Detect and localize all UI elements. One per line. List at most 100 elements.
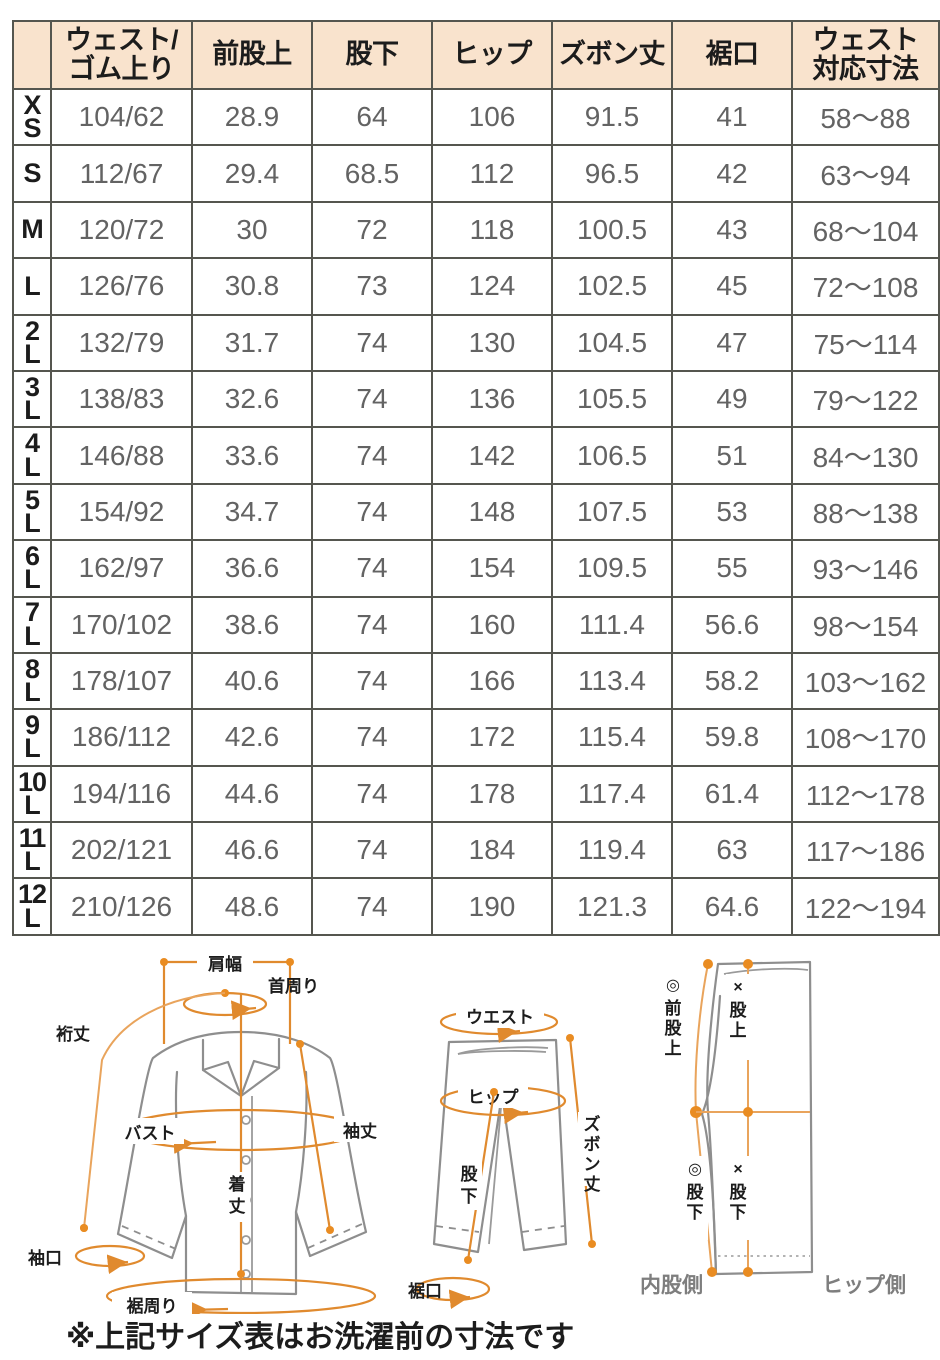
table-row: 5 L 154/92 34.7 74 148 107.5 53 88〜138 (12, 482, 940, 542)
cell-hip: 148 (431, 482, 553, 542)
rise-label-front-rise-c2: 股 (665, 1019, 683, 1038)
cell-inseam: 72 (311, 200, 433, 260)
cell-hip: 142 (431, 426, 553, 485)
cell-waist: 170/102 (50, 595, 193, 654)
cell-pants-length: 109.5 (551, 539, 673, 598)
cell-inseam: 73 (311, 257, 433, 316)
column-header-hem-line1: 裾口 (705, 39, 760, 70)
shirt-label-neck: 首周り (268, 976, 319, 996)
size-label-top: 6 (24, 541, 40, 572)
size-label-cell: 11 L (12, 821, 52, 880)
column-header-inseam: 股下 (311, 20, 433, 90)
table-row: 12 L 210/126 48.6 74 190 121.3 64.6 122〜194 (12, 877, 940, 936)
cell-waist: 126/76 (50, 257, 193, 316)
cell-waist-fit: 93〜146 (791, 539, 940, 598)
cell-pants-length: 105.5 (551, 369, 673, 429)
table-row: M 120/72 30 72 118 100.5 43 68〜104 (12, 200, 940, 260)
size-label-bottom: L (24, 789, 41, 820)
size-label-cell: L (12, 257, 52, 316)
table-row: S 112/67 29.4 68.5 112 96.5 42 63〜94 (12, 144, 940, 203)
cell-front-rise: 42.6 (191, 708, 313, 767)
cell-hem: 51 (671, 426, 793, 485)
size-label-bottom: L (24, 733, 41, 764)
size-label-bottom: L (24, 564, 41, 595)
cell-inseam: 74 (311, 595, 433, 654)
cell-waist-fit: 117〜186 (791, 821, 940, 880)
cell-front-rise: 40.6 (191, 651, 313, 711)
table-row: 7 L 170/102 38.6 74 160 111.4 56.6 98〜154 (12, 595, 940, 654)
cell-hip: 136 (431, 369, 553, 429)
cell-waist-fit: 103〜162 (791, 651, 940, 711)
cell-inseam: 74 (311, 369, 433, 429)
cell-front-rise: 30 (191, 200, 313, 260)
cell-pants-length: 107.5 (551, 482, 673, 542)
cell-pants-length: 119.4 (551, 821, 673, 880)
size-label-top: 12 (17, 879, 47, 910)
size-label-bottom: L (24, 507, 41, 538)
column-header-waist-line1: ウェスト/ (64, 24, 179, 55)
cell-hem: 58.2 (671, 651, 793, 711)
size-label-bottom: L (24, 846, 41, 877)
cell-hip: 130 (431, 313, 553, 372)
cell-waist-fit: 63〜94 (791, 144, 940, 203)
size-label-top: 11 (18, 823, 47, 854)
cell-front-rise: 31.7 (191, 313, 313, 372)
table-row: 10 L 194/116 44.6 74 178 117.4 61.4 112〜178 (12, 764, 940, 824)
rise-label-rise-c2: 上 (730, 1021, 747, 1040)
cell-hem: 47 (671, 313, 793, 372)
pants-diagram: ウエスト ヒップ ズ ボ ン 丈 股 下 裾口 (407, 1004, 606, 1310)
cell-inseam: 74 (311, 764, 433, 824)
size-label-top: 8 (24, 653, 40, 684)
cell-hem: 43 (671, 200, 793, 260)
rise-label-front-rise-c3: 上 (665, 1039, 682, 1058)
size-label-top: 2 (24, 315, 40, 346)
column-header-inseam-line1: 股下 (345, 39, 400, 70)
size-label-bottom: L (24, 902, 41, 933)
cell-hem: 61.4 (671, 764, 793, 824)
table-row: 3 L 138/83 32.6 74 136 105.5 49 79〜122 (12, 369, 940, 429)
cell-hem: 42 (671, 144, 793, 203)
cell-waist: 112/67 (50, 144, 193, 203)
size-label-top: 3 (24, 371, 40, 402)
size-label-top: L (24, 270, 41, 301)
rise-diagram: ◎ 前 股 上 × 股 上 ◎ 股 下 × 股 下 内股側 ヒップ側 (640, 959, 906, 1297)
table-row: 11 L 202/121 46.6 74 184 119.4 63 117〜186 (12, 821, 940, 880)
rise-label-inseam-c1: 股 (730, 1183, 748, 1202)
shirt-label-hem-round: 裾周り (126, 1297, 178, 1314)
cell-front-rise: 44.6 (191, 764, 313, 824)
shirt-diagram: 肩幅 首周り 裄丈 バスト 袖丈 着 丈 袖口 (27, 950, 386, 1314)
size-label-cell: S (12, 144, 52, 203)
column-header-hip-line1: ヒップ (452, 39, 532, 70)
cell-waist-fit: 112〜178 (791, 764, 940, 824)
cell-waist: 154/92 (50, 482, 193, 542)
size-label-bottom: L (24, 620, 41, 651)
cell-hip: 118 (431, 200, 553, 260)
column-header-waist: ウェスト/ ゴム上り (50, 20, 193, 90)
size-label-cell: 12 L (12, 877, 52, 936)
cell-front-rise: 28.9 (191, 87, 313, 147)
shirt-label-bust: バスト (125, 1124, 176, 1143)
cell-inseam: 74 (311, 482, 433, 542)
column-header-front-rise: 前股上 (191, 20, 313, 90)
rise-label-front-rise-c1: 前 (665, 998, 682, 1018)
footnote-text: ※上記サイズ表はお洗濯前の寸法です (66, 1321, 575, 1354)
cell-hip: 184 (431, 821, 553, 880)
size-label-bottom: S (23, 113, 41, 144)
cell-pants-length: 104.5 (551, 313, 673, 372)
column-header-size (12, 20, 52, 90)
size-label-bottom: L (24, 338, 41, 369)
cell-pants-length: 121.3 (551, 877, 673, 936)
cell-front-rise: 46.6 (191, 821, 313, 880)
cell-waist: 202/121 (50, 821, 193, 880)
pants-label-inseam-c1: 股 (461, 1165, 479, 1184)
rise-label-inseam-mark: × (733, 1161, 742, 1178)
cell-hem: 53 (671, 482, 793, 542)
cell-hem: 49 (671, 369, 793, 429)
column-header-hem: 裾口 (671, 20, 793, 90)
cell-pants-length: 113.4 (551, 651, 673, 711)
